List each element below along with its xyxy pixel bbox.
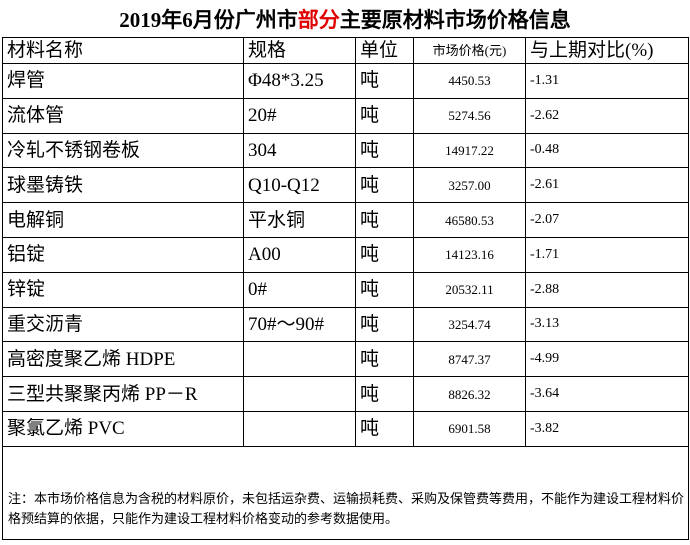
table-cell: 单位 — [356, 37, 414, 64]
table-cell: 材料名称 — [2, 37, 244, 64]
table-cell: 与上期对比(%) — [526, 37, 689, 64]
table-cell: 吨 — [356, 377, 414, 412]
table-cell: 吨 — [356, 203, 414, 238]
table-cell: 冷轧不锈钢卷板 — [2, 133, 244, 169]
table-cell: 吨 — [356, 307, 414, 343]
table-cell: -2.07 — [526, 203, 689, 238]
table-cell: 吨 — [356, 64, 414, 99]
table-cell: 吨 — [356, 98, 414, 134]
table-cell: 吨 — [356, 272, 414, 308]
table-cell: -1.71 — [526, 238, 689, 273]
table-cell: -3.82 — [526, 412, 689, 447]
table-cell: 3254.74 — [414, 307, 526, 343]
table-cell: 304 — [244, 133, 356, 169]
title-post: 主要原材料市场价格信息 — [339, 8, 571, 32]
table-cell: 球墨铸铁 — [2, 168, 244, 204]
table-cell: 8747.37 — [414, 342, 526, 378]
table-cell: 高密度聚乙烯 HDPE — [2, 342, 244, 378]
table-cell: A00 — [244, 238, 356, 273]
table-cell — [244, 412, 356, 447]
table-cell: -2.62 — [526, 98, 689, 134]
table-cell: 14123.16 — [414, 238, 526, 273]
table-cell: -2.88 — [526, 272, 689, 308]
table-cell: 14917.22 — [414, 133, 526, 169]
table-cell: -3.13 — [526, 307, 689, 343]
table-cell: 吨 — [356, 133, 414, 169]
table-cell: 锌锭 — [2, 272, 244, 308]
table-cell: 5274.56 — [414, 98, 526, 134]
table-cell: 吨 — [356, 342, 414, 378]
table-cell: 重交沥青 — [2, 307, 244, 343]
table-cell: 吨 — [356, 168, 414, 204]
table-cell: 平水铜 — [244, 203, 356, 238]
table-cell: 4450.53 — [414, 64, 526, 99]
table-cell: 吨 — [356, 238, 414, 273]
table-cell: 铝锭 — [2, 238, 244, 273]
table-cell: Q10-Q12 — [244, 168, 356, 204]
table-cell: -0.48 — [526, 133, 689, 169]
table-cell: 市场价格(元) — [414, 37, 526, 64]
table-cell: -4.99 — [526, 342, 689, 378]
table-cell: 46580.53 — [414, 203, 526, 238]
table-cell: 8826.32 — [414, 377, 526, 412]
note: 注：本市场价格信息为含税的材料原价，未包括运杂费、运输损耗费、采购及保管费等费用… — [8, 492, 685, 527]
table-cell: 0# — [244, 272, 356, 308]
table-cell — [244, 377, 356, 412]
table-cell: -1.31 — [526, 64, 689, 99]
table-cell: -2.61 — [526, 168, 689, 204]
table-cell: 聚氯乙烯 PVC — [2, 412, 244, 447]
title: 2019年6月份广州市部分主要原材料市场价格信息 — [0, 4, 690, 34]
table-cell: 吨 — [356, 412, 414, 447]
table-cell: 流体管 — [2, 98, 244, 134]
table-cell — [244, 342, 356, 378]
table-cell: 70#～90# — [244, 307, 356, 343]
table-cell: 规格 — [244, 37, 356, 64]
table-cell: -3.64 — [526, 377, 689, 412]
table-cell: 3257.00 — [414, 168, 526, 204]
table-cell: 6901.58 — [414, 412, 526, 447]
title-pre: 2019年6月份广州市 — [119, 8, 298, 32]
table-cell: 电解铜 — [2, 203, 244, 238]
table-cell: 20# — [244, 98, 356, 134]
table-cell: Φ48*3.25 — [244, 64, 356, 99]
table-cell: 三型共聚聚丙烯 PP－R — [2, 377, 244, 412]
table-cell: 焊管 — [2, 64, 244, 99]
title-highlight: 部分 — [297, 8, 340, 32]
table-cell: 20532.11 — [414, 272, 526, 308]
